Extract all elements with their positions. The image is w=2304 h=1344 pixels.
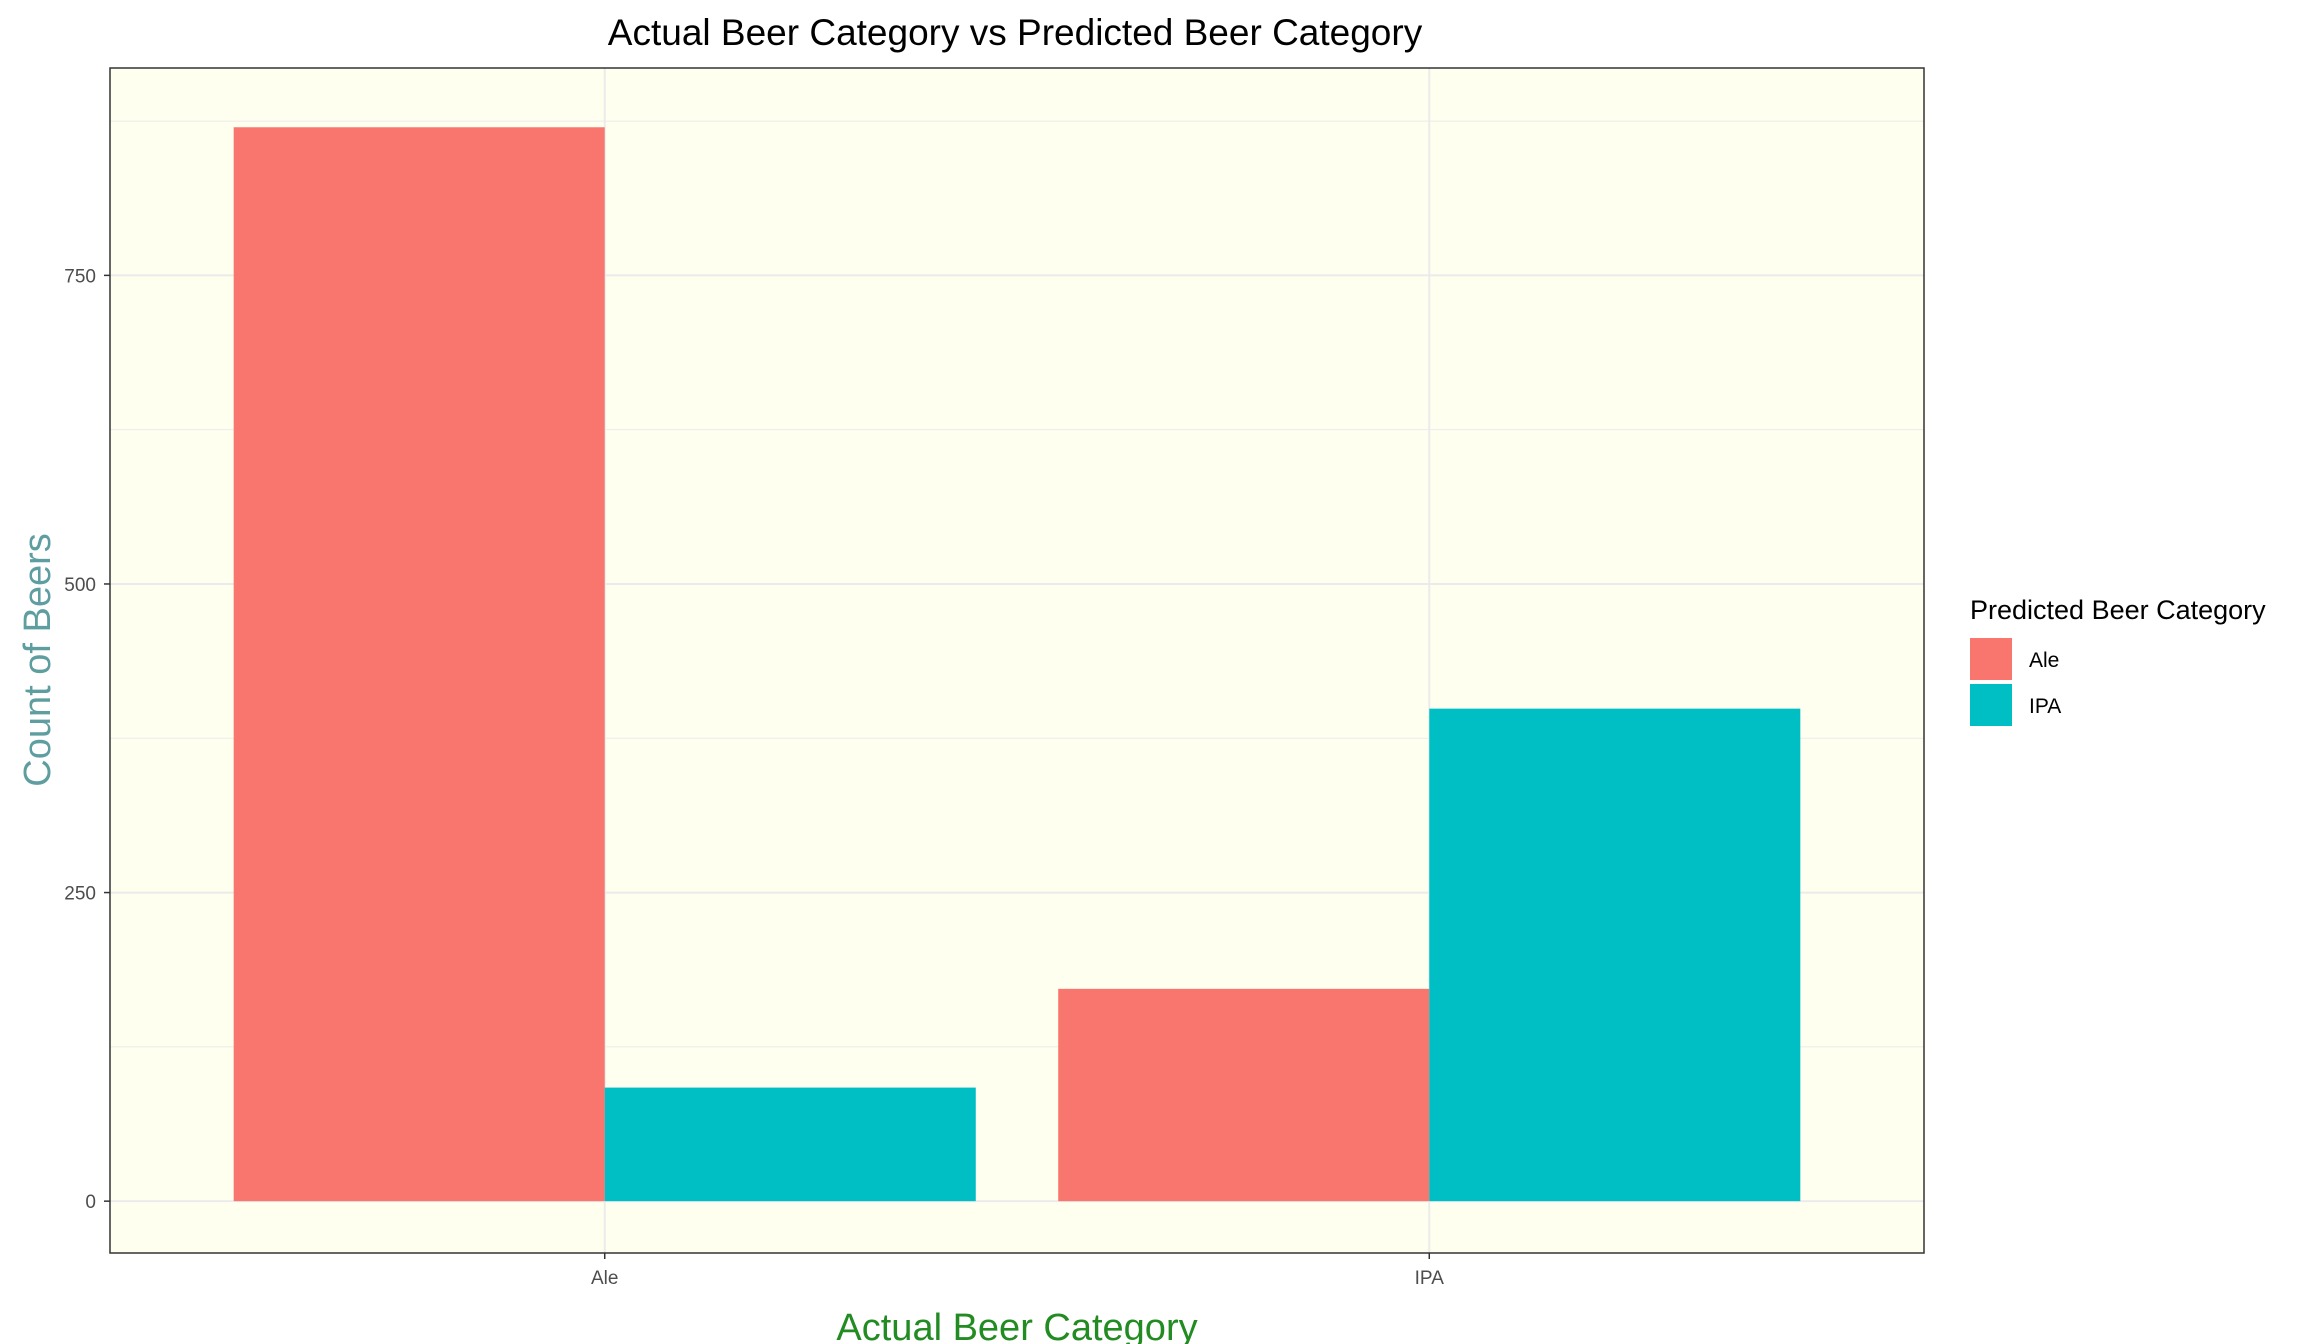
legend-swatch [1970, 638, 2012, 680]
x-axis-label: Actual Beer Category [836, 1307, 1197, 1344]
x-tick-label: Ale [591, 1268, 618, 1289]
x-axis-ticks: Ale IPA [591, 1253, 1444, 1289]
bar [233, 127, 605, 1202]
plot-border [109, 67, 1925, 1254]
y-tick-label: 0 [85, 1192, 96, 1213]
bar [1429, 708, 1801, 1202]
bars [233, 127, 1801, 1202]
y-tick-label: 750 [64, 266, 96, 287]
bar [1058, 988, 1430, 1202]
legend-label: IPA [2029, 695, 2061, 718]
y-tick-label: 500 [64, 575, 96, 596]
legend-label: Ale [2029, 649, 2059, 672]
y-tick-label: 250 [64, 884, 96, 905]
x-tick-label: IPA [1415, 1268, 1445, 1289]
y-axis-label: Count of Beers [17, 533, 59, 786]
y-axis-ticks: 0 250 500 750 [64, 266, 110, 1213]
bar [604, 1087, 976, 1202]
chart-title: Actual Beer Category vs Predicted Beer C… [608, 12, 1423, 53]
legend-swatch [1970, 684, 2012, 726]
legend-title: Predicted Beer Category [1970, 595, 2266, 625]
legend: Predicted Beer Category Ale IPA [1970, 595, 2266, 726]
